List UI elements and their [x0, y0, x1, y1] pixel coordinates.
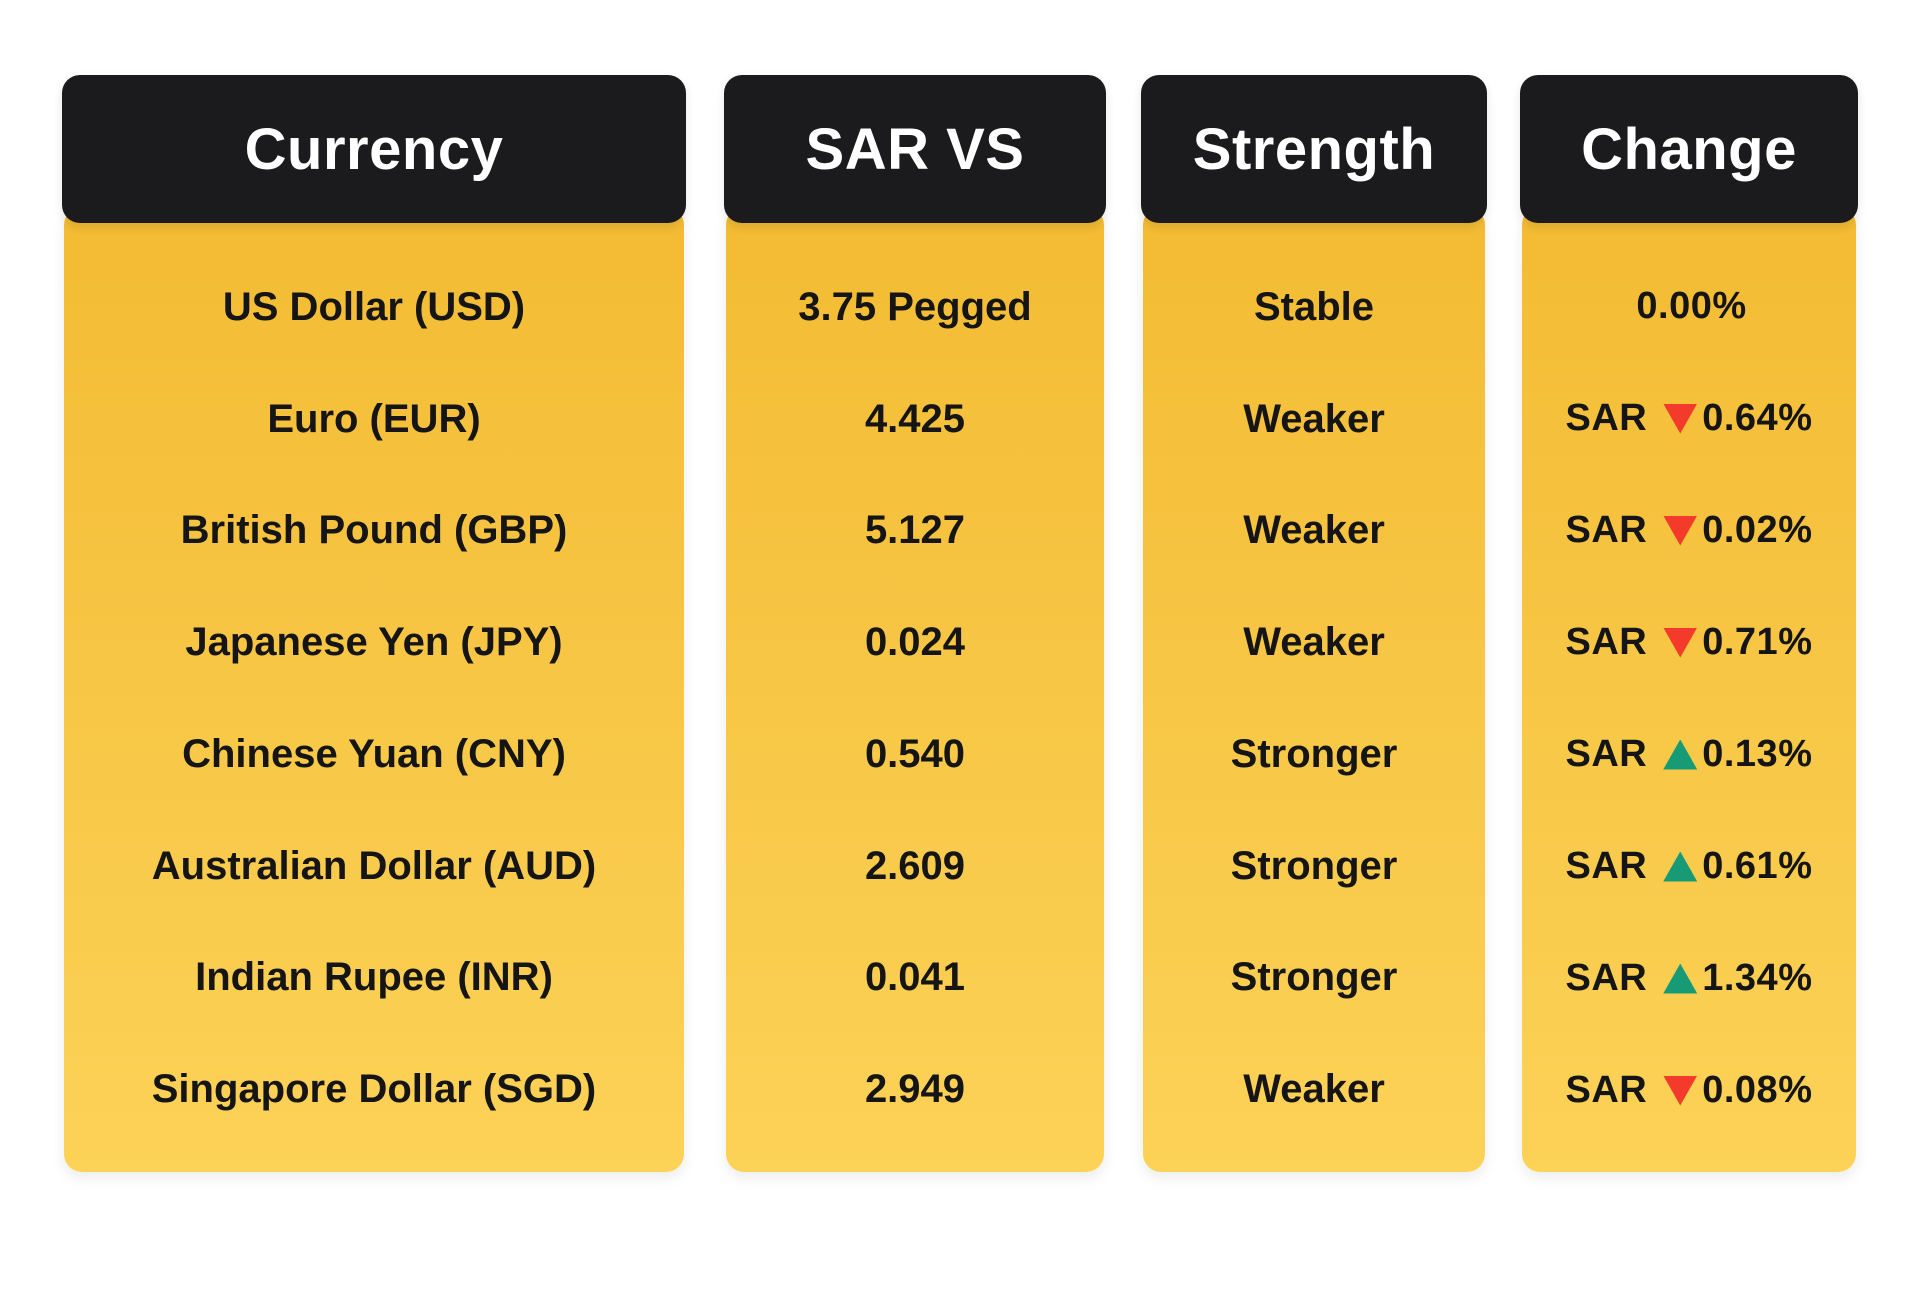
change-value: 0.00%: [1636, 285, 1747, 327]
triangle-down-icon: [1663, 627, 1698, 658]
change-prefix: SAR: [1565, 845, 1648, 887]
sar_vs-cell: 2.609: [864, 843, 966, 888]
change-cell: SAR 0.71%: [1530, 621, 1848, 664]
change-cell: SAR 0.08%: [1530, 1069, 1848, 1112]
strength-cell: Stronger: [1230, 843, 1398, 888]
column-header-label: Currency: [244, 116, 504, 182]
strength-cell: Stable: [1253, 285, 1375, 329]
change-prefix: SAR: [1565, 733, 1648, 775]
currency-cell: Euro (EUR): [267, 396, 481, 441]
change-value: 0.71%: [1702, 621, 1813, 663]
triangle-up-icon: [1663, 851, 1698, 882]
sar_vs-cell: 5.127: [864, 508, 966, 553]
currency-cell: British Pound (GBP): [180, 508, 568, 553]
currency-cell: Singapore Dollar (SGD): [151, 1066, 597, 1111]
column-header-strength: Strength: [1141, 75, 1487, 223]
column-header-label: Strength: [1192, 116, 1436, 182]
sar_vs-cell: 0.041: [864, 955, 966, 1000]
column-header-sar-vs: SAR VS: [724, 75, 1106, 223]
change-prefix: SAR: [1565, 621, 1648, 663]
change-cell: 0.00%: [1530, 285, 1848, 328]
change-value: 0.61%: [1702, 845, 1813, 887]
change-prefix: SAR: [1565, 1069, 1648, 1111]
triangle-up-icon: [1663, 739, 1698, 770]
column-sar-vs: SAR VS 3.75 Pegged 4.425 5.127 0.024 0.5…: [724, 75, 1106, 1172]
change-prefix: SAR: [1565, 957, 1648, 999]
triangle-down-icon: [1663, 515, 1698, 546]
sar_vs-cell: 0.024: [864, 620, 966, 665]
column-header-label: SAR VS: [805, 116, 1025, 182]
triangle-down-icon: [1663, 1075, 1698, 1106]
change-value: 1.34%: [1702, 957, 1813, 999]
change-cell: SAR 0.13%: [1530, 733, 1848, 776]
currency-cell: Indian Rupee (INR): [195, 955, 553, 1000]
change-value: 0.13%: [1702, 733, 1813, 775]
sar_vs-cell: 4.425: [864, 396, 966, 441]
triangle-down-icon: [1663, 403, 1698, 434]
strength-cell: Stronger: [1230, 731, 1398, 776]
change-value: 0.64%: [1702, 397, 1813, 439]
strength-cell: Weaker: [1243, 620, 1385, 665]
column-change: Change 0.00% SAR 0.64% SAR 0.02% SAR 0.7…: [1520, 75, 1858, 1172]
column-currency: Currency US Dollar (USD) Euro (EUR) Brit…: [62, 75, 686, 1172]
column-body-sar-vs: 3.75 Pegged 4.425 5.127 0.024 0.540 2.60…: [726, 207, 1104, 1172]
column-body-currency: US Dollar (USD) Euro (EUR) British Pound…: [64, 207, 684, 1172]
change-prefix: SAR: [1565, 509, 1648, 551]
sar_vs-cell: 2.949: [864, 1066, 966, 1111]
change-prefix: SAR: [1565, 397, 1648, 439]
currency-cell: Japanese Yen (JPY): [185, 620, 563, 665]
change-cell: SAR 0.61%: [1530, 845, 1848, 888]
column-header-label: Change: [1581, 116, 1797, 182]
column-header-currency: Currency: [62, 75, 686, 223]
strength-cell: Weaker: [1243, 1066, 1385, 1111]
sar_vs-cell: 0.540: [864, 731, 966, 776]
strength-cell: Stronger: [1230, 955, 1398, 1000]
column-body-change: 0.00% SAR 0.64% SAR 0.02% SAR 0.71% SAR …: [1522, 207, 1856, 1172]
change-value: 0.08%: [1702, 1069, 1813, 1111]
column-strength: Strength Stable Weaker Weaker Weaker Str…: [1141, 75, 1487, 1172]
column-header-change: Change: [1520, 75, 1858, 223]
currency-cell: Chinese Yuan (CNY): [182, 731, 566, 776]
triangle-up-icon: [1663, 963, 1698, 994]
change-cell: SAR 0.64%: [1530, 397, 1848, 440]
strength-cell: Weaker: [1243, 396, 1385, 441]
strength-cell: Weaker: [1243, 508, 1385, 553]
sar_vs-cell: 3.75 Pegged: [798, 285, 1032, 329]
change-cell: SAR 1.34%: [1530, 957, 1848, 1000]
change-value: 0.02%: [1702, 509, 1813, 551]
column-body-strength: Stable Weaker Weaker Weaker Stronger Str…: [1143, 207, 1485, 1172]
currency-cell: US Dollar (USD): [222, 285, 526, 329]
change-cell: SAR 0.02%: [1530, 509, 1848, 552]
currency-cell: Australian Dollar (AUD): [151, 843, 597, 888]
